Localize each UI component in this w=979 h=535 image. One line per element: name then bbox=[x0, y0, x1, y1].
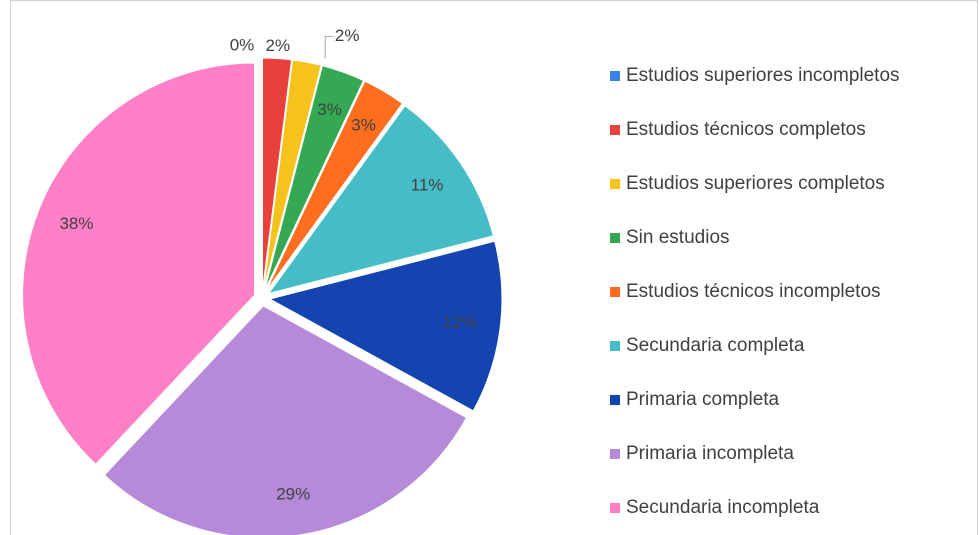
data-label: 3% bbox=[351, 116, 376, 135]
pie-slice bbox=[103, 305, 468, 535]
data-label: 12% bbox=[443, 312, 477, 331]
data-label: 29% bbox=[276, 485, 310, 504]
legend-swatch bbox=[610, 341, 620, 351]
pie-slice bbox=[265, 80, 404, 292]
legend-label: Estudios técnicos completos bbox=[626, 119, 866, 140]
chart-border bbox=[10, 0, 978, 535]
legend-label: Sin estudios bbox=[626, 227, 730, 248]
legend-swatch bbox=[610, 233, 620, 243]
legend-label: Secundaria incompleta bbox=[626, 497, 820, 518]
legend-swatch bbox=[610, 449, 620, 459]
legend-swatch bbox=[610, 71, 620, 81]
pie-slice bbox=[22, 62, 256, 465]
pie-slice bbox=[268, 240, 503, 412]
legend-label: Primaria completa bbox=[626, 389, 780, 410]
pie-slice bbox=[263, 59, 322, 291]
legend-label: Estudios superiores incompletos bbox=[626, 65, 900, 86]
pie-slice bbox=[262, 57, 293, 291]
data-label: 38% bbox=[59, 214, 93, 233]
data-label: 2% bbox=[266, 36, 291, 55]
legend-label: Secundaria completa bbox=[626, 335, 805, 356]
data-label: 0% bbox=[230, 35, 255, 54]
legend-swatch bbox=[610, 287, 620, 297]
data-label: 3% bbox=[317, 100, 342, 119]
legend-label: Primaria incompleta bbox=[626, 443, 794, 464]
legend-swatch bbox=[610, 125, 620, 135]
pie-slice bbox=[267, 105, 494, 295]
pie-slice bbox=[264, 65, 365, 291]
legend-swatch bbox=[610, 395, 620, 405]
legend-swatch bbox=[610, 503, 620, 513]
data-label: 2% bbox=[335, 26, 360, 45]
legend-label: Estudios superiores completos bbox=[626, 173, 885, 194]
legend-label: Estudios técnicos incompletos bbox=[626, 281, 881, 302]
legend-swatch bbox=[610, 179, 620, 189]
data-label: 11% bbox=[411, 175, 444, 194]
leader-line bbox=[324, 35, 334, 59]
